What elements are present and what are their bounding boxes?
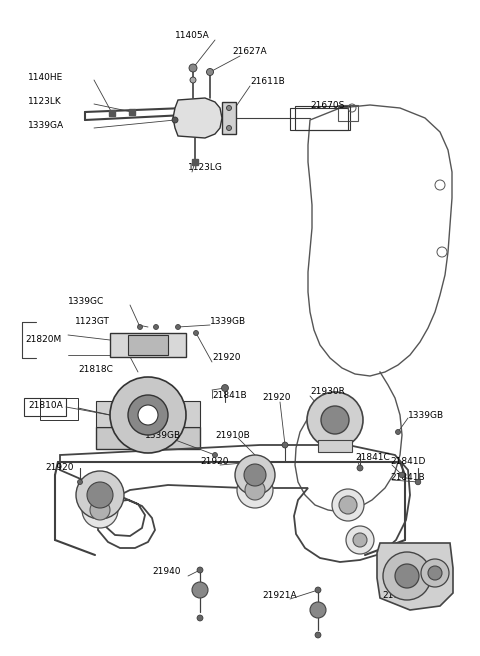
Circle shape <box>357 465 363 471</box>
Circle shape <box>415 479 421 485</box>
Circle shape <box>138 405 158 425</box>
Circle shape <box>192 582 208 598</box>
Text: 1339GB: 1339GB <box>145 430 181 440</box>
Circle shape <box>154 325 158 329</box>
Text: 21841B: 21841B <box>212 390 247 400</box>
Text: 1339GA: 1339GA <box>28 121 64 129</box>
Text: 21627A: 21627A <box>232 47 266 56</box>
Circle shape <box>176 325 180 329</box>
Circle shape <box>197 615 203 621</box>
Polygon shape <box>173 98 222 138</box>
Text: 1123GT: 1123GT <box>75 318 110 327</box>
Bar <box>338 105 358 121</box>
Text: 21910B: 21910B <box>215 430 250 440</box>
Text: 1339GC: 1339GC <box>68 298 104 306</box>
Circle shape <box>193 331 199 335</box>
Bar <box>24 398 66 416</box>
Circle shape <box>82 492 118 528</box>
Circle shape <box>383 552 431 600</box>
Bar <box>96 427 200 449</box>
Text: 21820M: 21820M <box>25 335 61 344</box>
Text: 21940: 21940 <box>152 567 180 577</box>
Circle shape <box>213 453 217 457</box>
Circle shape <box>76 471 124 519</box>
Bar <box>295 106 350 130</box>
Circle shape <box>237 472 273 508</box>
Circle shape <box>315 587 321 593</box>
Circle shape <box>399 472 405 478</box>
Bar <box>110 333 186 357</box>
Circle shape <box>197 567 203 573</box>
Circle shape <box>221 384 228 392</box>
Circle shape <box>90 500 110 520</box>
Circle shape <box>189 64 197 72</box>
Text: 1140HE: 1140HE <box>28 73 63 83</box>
Circle shape <box>128 395 168 435</box>
Circle shape <box>137 325 143 329</box>
Bar <box>128 335 168 355</box>
Text: 21611B: 21611B <box>250 77 285 87</box>
Circle shape <box>321 406 349 434</box>
Text: 21841B: 21841B <box>390 474 425 483</box>
Circle shape <box>172 117 178 123</box>
Circle shape <box>87 482 113 508</box>
Text: 1123LK: 1123LK <box>28 98 62 106</box>
Circle shape <box>396 430 400 434</box>
Bar <box>318 440 352 452</box>
Circle shape <box>310 602 326 618</box>
Circle shape <box>428 566 442 580</box>
Circle shape <box>315 632 321 638</box>
Bar <box>290 108 348 130</box>
Circle shape <box>353 533 367 547</box>
Circle shape <box>346 526 374 554</box>
Text: 21920: 21920 <box>212 354 240 363</box>
Circle shape <box>307 392 363 448</box>
Circle shape <box>332 489 364 521</box>
Text: 21920: 21920 <box>200 457 228 466</box>
Circle shape <box>227 106 231 110</box>
Text: 1339GB: 1339GB <box>408 411 444 419</box>
Text: 21920: 21920 <box>262 394 290 403</box>
Text: 1339GB: 1339GB <box>210 318 246 327</box>
Bar <box>222 102 236 134</box>
Text: 21921A: 21921A <box>262 592 297 600</box>
Polygon shape <box>377 543 453 610</box>
Circle shape <box>339 496 357 514</box>
Circle shape <box>245 480 265 500</box>
Text: 21810A: 21810A <box>28 401 63 409</box>
Text: 21670S: 21670S <box>310 100 344 110</box>
Circle shape <box>206 68 214 75</box>
Text: 21841D: 21841D <box>390 457 425 466</box>
Text: 21818C: 21818C <box>78 365 113 375</box>
Text: 21930R: 21930R <box>310 388 345 396</box>
Text: 1123LG: 1123LG <box>188 163 223 173</box>
Circle shape <box>421 559 449 587</box>
Text: 21830: 21830 <box>382 590 410 600</box>
Circle shape <box>110 377 186 453</box>
Circle shape <box>190 77 196 83</box>
Circle shape <box>227 125 231 131</box>
Text: 11405A: 11405A <box>175 30 210 39</box>
Text: 21841C: 21841C <box>355 453 390 462</box>
Bar <box>96 401 200 427</box>
Text: 21920: 21920 <box>45 464 73 472</box>
Circle shape <box>244 464 266 486</box>
Circle shape <box>395 564 419 588</box>
Circle shape <box>77 480 83 485</box>
Circle shape <box>235 455 275 495</box>
Circle shape <box>282 442 288 448</box>
Bar <box>40 398 78 420</box>
